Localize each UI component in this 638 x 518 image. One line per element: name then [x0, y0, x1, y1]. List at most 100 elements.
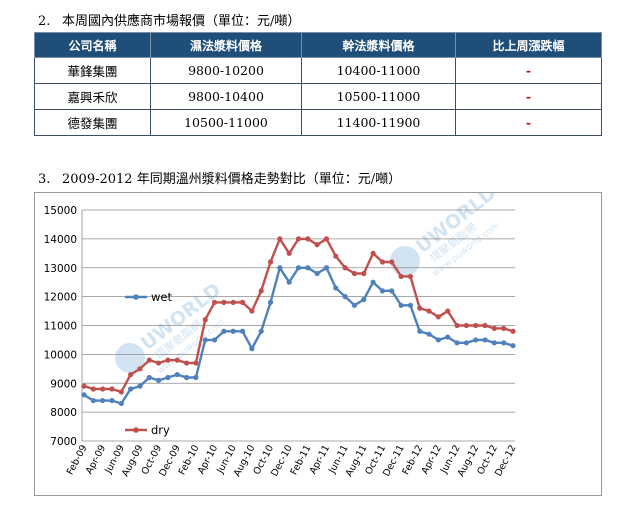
- section-2-number: 2.: [38, 14, 51, 29]
- y-tick-label: 8000: [50, 407, 77, 419]
- x-axis-ticks: Feb-09Apr-09Jun-09Aug-09Oct-09Dec-09Feb-…: [65, 443, 519, 478]
- watermark-globe-icon: [390, 246, 420, 276]
- data-point-dry: [361, 270, 367, 277]
- data-point-wet: [454, 340, 460, 346]
- data-point-dry: [118, 389, 124, 395]
- y-tick-label: 7000: [50, 436, 77, 448]
- price-trend-chart: UWORLD 環聚氨酯網 www.puworld.com UWORLD 環聚氨酯網 ww…: [34, 192, 602, 496]
- data-point-wet: [221, 328, 227, 334]
- data-point-wet: [109, 397, 115, 404]
- cell-change: -: [455, 83, 602, 110]
- cell-company: 嘉興禾欣: [34, 83, 151, 110]
- data-point-dry: [398, 273, 404, 280]
- data-point-wet: [202, 337, 208, 343]
- data-point-dry: [193, 360, 199, 366]
- data-point-wet: [258, 328, 264, 334]
- data-point-dry: [156, 360, 162, 366]
- data-point-wet: [277, 265, 283, 271]
- data-point-dry: [202, 317, 208, 323]
- chart-series: [81, 236, 516, 407]
- data-point-wet: [314, 270, 320, 277]
- data-point-wet: [230, 328, 236, 334]
- section-3-title: 2009-2012 年同期溫州漿料價格走勢對比（單位：元/噸）: [62, 172, 402, 187]
- data-point-wet: [211, 337, 218, 343]
- data-point-wet: [333, 285, 339, 291]
- data-point-wet: [295, 265, 302, 271]
- table-row: 華鋒集團 9800-10200 10400-11000 -: [34, 57, 602, 84]
- data-point-wet: [146, 374, 152, 381]
- data-point-wet: [351, 302, 358, 308]
- data-point-wet: [417, 328, 423, 334]
- data-point-wet: [118, 400, 124, 407]
- legend-marker-dry: [133, 427, 139, 433]
- data-point-dry: [183, 360, 190, 366]
- cell-dry-price: 10400-11000: [301, 57, 456, 84]
- data-point-wet: [239, 328, 246, 334]
- table-row: 嘉興禾欣 9800-10400 10500-11000 -: [34, 83, 602, 110]
- data-point-dry: [407, 273, 414, 280]
- data-point-dry: [491, 325, 497, 331]
- cell-dry-price: 11400-11900: [301, 109, 456, 136]
- data-point-wet: [379, 288, 386, 294]
- data-point-dry: [389, 259, 395, 265]
- data-point-wet: [249, 346, 255, 352]
- data-point-dry: [174, 357, 180, 363]
- section-3-number: 3.: [38, 172, 51, 187]
- supplier-price-table: 公司名稱 濕法漿料價格 幹法漿料價格 比上周漲跌幅 華鋒集團 9800-1020…: [34, 32, 602, 136]
- data-point-dry: [258, 288, 264, 294]
- data-point-dry: [286, 250, 292, 256]
- legend-label-wet: wet: [151, 290, 172, 304]
- y-tick-label: 14000: [44, 234, 77, 246]
- data-point-dry: [230, 299, 236, 305]
- col-header-dry-price: 幹法漿料價格: [301, 32, 456, 58]
- data-point-wet: [342, 294, 348, 300]
- data-point-dry: [211, 299, 218, 305]
- data-point-dry: [221, 299, 227, 305]
- data-point-wet: [501, 340, 507, 346]
- data-point-wet: [174, 371, 180, 378]
- data-point-dry: [137, 366, 143, 372]
- data-point-dry: [109, 386, 115, 392]
- data-point-dry: [342, 265, 348, 271]
- data-point-wet: [463, 340, 469, 346]
- y-tick-label: 9000: [50, 378, 77, 390]
- data-point-wet: [407, 302, 414, 308]
- cell-wet-price: 9800-10400: [150, 83, 302, 110]
- data-point-dry: [146, 357, 152, 363]
- data-point-dry: [267, 259, 274, 265]
- table-header-row: 公司名稱 濕法漿料價格 幹法漿料價格 比上周漲跌幅: [34, 32, 602, 58]
- col-header-wet-price: 濕法漿料價格: [150, 32, 302, 58]
- y-tick-label: 15000: [44, 205, 77, 217]
- data-point-dry: [249, 308, 255, 314]
- data-point-wet: [305, 265, 311, 271]
- cell-company: 德發集團: [34, 109, 151, 136]
- section-2-heading: 2. 本周國內供應商市場報價（單位：元/噸）: [38, 10, 300, 29]
- data-point-dry: [501, 325, 507, 331]
- data-point-wet: [482, 337, 488, 343]
- y-tick-label: 10000: [44, 349, 77, 361]
- data-point-dry: [90, 386, 96, 392]
- data-point-wet: [361, 296, 367, 303]
- watermark-globe-icon: [115, 343, 145, 373]
- data-point-dry: [417, 305, 423, 311]
- data-point-wet: [426, 331, 432, 337]
- data-point-wet: [491, 340, 497, 346]
- data-point-wet: [128, 386, 134, 392]
- data-point-wet: [90, 397, 96, 404]
- data-point-dry: [426, 308, 432, 314]
- data-point-dry: [165, 357, 171, 363]
- data-point-dry: [454, 322, 460, 329]
- data-point-dry: [379, 259, 386, 265]
- data-point-dry: [463, 322, 469, 329]
- y-tick-label: 13000: [44, 263, 77, 275]
- table-row: 德發集團 10500-11000 11400-11900 -: [34, 109, 602, 136]
- data-point-dry: [295, 236, 302, 242]
- data-point-dry: [370, 250, 376, 256]
- data-point-dry: [128, 371, 134, 378]
- cell-wet-price: 10500-11000: [150, 109, 302, 136]
- cell-dry-price: 10500-11000: [301, 83, 456, 110]
- data-point-wet: [165, 374, 171, 381]
- cell-change: -: [455, 57, 602, 84]
